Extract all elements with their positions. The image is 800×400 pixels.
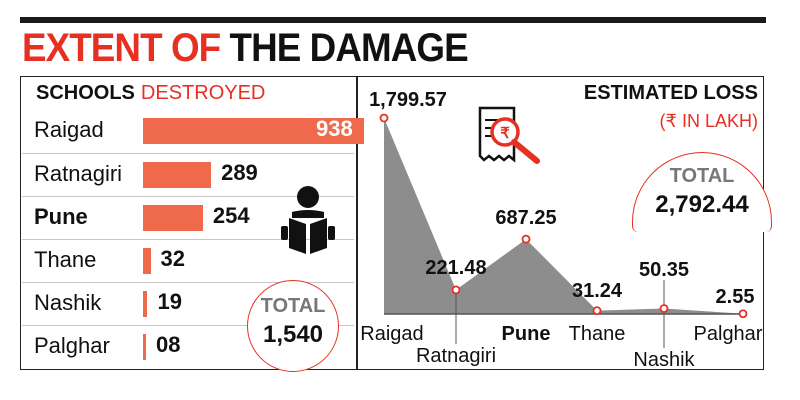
schools-total-value: 1,540	[262, 321, 324, 348]
table-row: Nashik 19	[22, 282, 354, 322]
schools-title-bold: SCHOOLS	[36, 82, 135, 104]
row-label: Ratnagiri	[34, 161, 123, 186]
data-point	[659, 304, 669, 313]
headline: EXTENT OF THE DAMAGE	[22, 26, 469, 70]
category-label: Ratnagiri	[416, 345, 496, 367]
loss-total-value: 2,792.44	[655, 191, 749, 218]
data-point	[592, 306, 602, 315]
table-row: Thane 32	[22, 239, 354, 279]
headline-part1: EXTENT OF	[22, 26, 221, 70]
schools-title: SCHOOLS DESTROYED	[36, 82, 265, 105]
top-rule	[20, 17, 766, 23]
row-label: Palghar	[34, 333, 110, 358]
table-row: Ratnagiri 289	[22, 153, 354, 193]
data-point	[738, 309, 748, 319]
data-label: 1,799.57	[369, 89, 447, 111]
bar-value: 254	[212, 203, 250, 228]
bar	[143, 291, 148, 317]
loss-title-block: ESTIMATED LOSS (₹ IN LAKH)	[584, 82, 758, 132]
bar-value: 32	[160, 246, 186, 271]
schools-total-badge: TOTAL 1,540	[247, 280, 339, 372]
data-point	[521, 234, 531, 244]
table-row: Pune 254	[22, 196, 354, 236]
bar-value: 938	[316, 116, 353, 141]
panel-divider	[356, 76, 358, 370]
bar	[143, 162, 212, 188]
bar-value: 08	[156, 332, 181, 357]
category-label: Raigad	[360, 323, 423, 345]
bar	[143, 334, 146, 360]
loss-total-badge: TOTAL 2,792.44	[632, 152, 772, 232]
receipt-search-icon: ₹	[478, 106, 540, 164]
row-label: Thane	[34, 247, 97, 272]
data-label: 50.35	[639, 259, 689, 281]
data-point	[451, 285, 461, 295]
category-label: Pune	[502, 323, 551, 345]
bar-value: 19	[157, 289, 182, 314]
bar-value: 289	[221, 160, 258, 185]
data-label: 221.48	[425, 257, 486, 279]
category-label: Thane	[569, 323, 626, 345]
table-row: Raigad 938	[22, 110, 364, 150]
schools-title-red: DESTROYED	[140, 82, 266, 104]
bar	[143, 205, 203, 231]
data-label: 31.24	[572, 280, 623, 302]
loss-total-label: TOTAL	[669, 165, 735, 187]
svg-text:₹: ₹	[500, 125, 510, 142]
category-label: Nashik	[633, 349, 695, 371]
loss-area	[384, 118, 743, 314]
row-label: Raigad	[34, 117, 104, 142]
table-row: Palghar 08	[22, 325, 354, 365]
reader-icon	[281, 186, 335, 254]
row-label: Pune	[34, 204, 88, 229]
bar	[143, 118, 364, 144]
bar	[143, 248, 151, 274]
schools-total-label: TOTAL	[260, 295, 326, 317]
data-label: 2.55	[716, 286, 755, 308]
loss-title: ESTIMATED LOSS	[583, 82, 758, 104]
data-point	[379, 113, 389, 123]
loss-unit: (₹ IN LAKH)	[659, 111, 758, 131]
headline-part2: THE DAMAGE	[229, 26, 469, 70]
row-label: Nashik	[34, 290, 102, 315]
category-label: Palghar	[694, 323, 763, 345]
data-label: 687.25	[495, 207, 556, 229]
